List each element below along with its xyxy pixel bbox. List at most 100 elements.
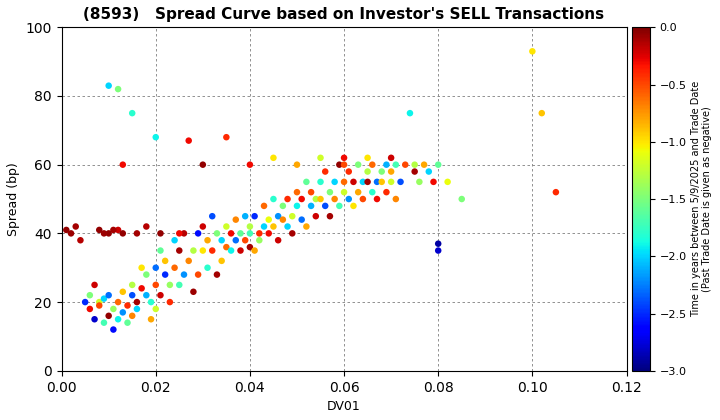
- Point: [310, 213, 322, 220]
- Point: [220, 244, 232, 250]
- Point: [75, 237, 86, 244]
- Point: [338, 161, 350, 168]
- Point: [244, 230, 256, 237]
- Point: [140, 223, 152, 230]
- Point: [287, 213, 298, 220]
- Point: [84, 292, 96, 299]
- Point: [301, 223, 312, 230]
- Point: [230, 237, 241, 244]
- Point: [362, 155, 374, 161]
- Point: [179, 230, 190, 237]
- Point: [428, 178, 439, 185]
- Point: [249, 213, 261, 220]
- Point: [117, 230, 129, 237]
- Point: [258, 202, 270, 209]
- Point: [352, 189, 364, 196]
- Point: [395, 178, 406, 185]
- Point: [89, 281, 100, 288]
- Point: [409, 168, 420, 175]
- Point: [315, 155, 326, 161]
- Point: [122, 319, 133, 326]
- Point: [390, 196, 402, 202]
- Point: [333, 202, 345, 209]
- Point: [220, 223, 232, 230]
- Point: [211, 230, 222, 237]
- Point: [263, 230, 274, 237]
- Point: [526, 48, 538, 55]
- Point: [127, 312, 138, 319]
- Point: [98, 230, 109, 237]
- Point: [107, 306, 119, 312]
- Point: [150, 306, 161, 312]
- Point: [174, 247, 185, 254]
- Point: [333, 161, 345, 168]
- Point: [385, 155, 397, 161]
- Point: [168, 264, 180, 271]
- Point: [235, 247, 246, 254]
- Point: [240, 237, 251, 244]
- Point: [150, 134, 161, 141]
- Point: [188, 289, 199, 295]
- Point: [372, 196, 383, 202]
- Point: [385, 178, 397, 185]
- Point: [131, 230, 143, 237]
- Point: [404, 110, 415, 116]
- Point: [277, 216, 289, 223]
- Point: [207, 247, 218, 254]
- Point: [127, 110, 138, 116]
- Point: [131, 306, 143, 312]
- Point: [338, 155, 350, 161]
- Point: [145, 299, 157, 305]
- Point: [117, 289, 129, 295]
- Point: [400, 161, 411, 168]
- Point: [258, 223, 270, 230]
- Point: [112, 86, 124, 92]
- Point: [164, 281, 176, 288]
- Point: [197, 223, 209, 230]
- Point: [230, 216, 241, 223]
- Point: [117, 161, 129, 168]
- Point: [277, 202, 289, 209]
- Point: [188, 247, 199, 254]
- Point: [70, 223, 81, 230]
- Title: (8593)   Spread Curve based on Investor's SELL Transactions: (8593) Spread Curve based on Investor's …: [84, 7, 605, 22]
- Point: [211, 271, 222, 278]
- Point: [381, 189, 392, 196]
- Point: [84, 306, 96, 312]
- Point: [244, 161, 256, 168]
- Point: [357, 178, 369, 185]
- Point: [235, 230, 246, 237]
- Point: [329, 178, 341, 185]
- Point: [127, 292, 138, 299]
- Point: [107, 326, 119, 333]
- Point: [159, 257, 171, 264]
- Point: [140, 271, 152, 278]
- Point: [329, 196, 341, 202]
- Y-axis label: Time in years between 5/9/2025 and Trade Date
(Past Trade Date is given as negat: Time in years between 5/9/2025 and Trade…: [690, 81, 712, 317]
- Point: [550, 189, 562, 196]
- Point: [376, 168, 387, 175]
- Point: [433, 240, 444, 247]
- Point: [249, 247, 261, 254]
- Point: [310, 196, 322, 202]
- Point: [362, 168, 374, 175]
- Point: [418, 161, 430, 168]
- Point: [390, 161, 402, 168]
- Point: [136, 264, 148, 271]
- Point: [324, 189, 336, 196]
- Point: [103, 230, 114, 237]
- Point: [343, 168, 354, 175]
- Point: [183, 257, 194, 264]
- Point: [98, 295, 109, 302]
- Point: [155, 230, 166, 237]
- Point: [315, 178, 326, 185]
- Point: [66, 230, 77, 237]
- Point: [352, 161, 364, 168]
- Point: [268, 223, 279, 230]
- Point: [94, 226, 105, 233]
- Point: [301, 178, 312, 185]
- Point: [348, 178, 359, 185]
- Point: [60, 226, 72, 233]
- Point: [338, 178, 350, 185]
- Point: [79, 299, 91, 305]
